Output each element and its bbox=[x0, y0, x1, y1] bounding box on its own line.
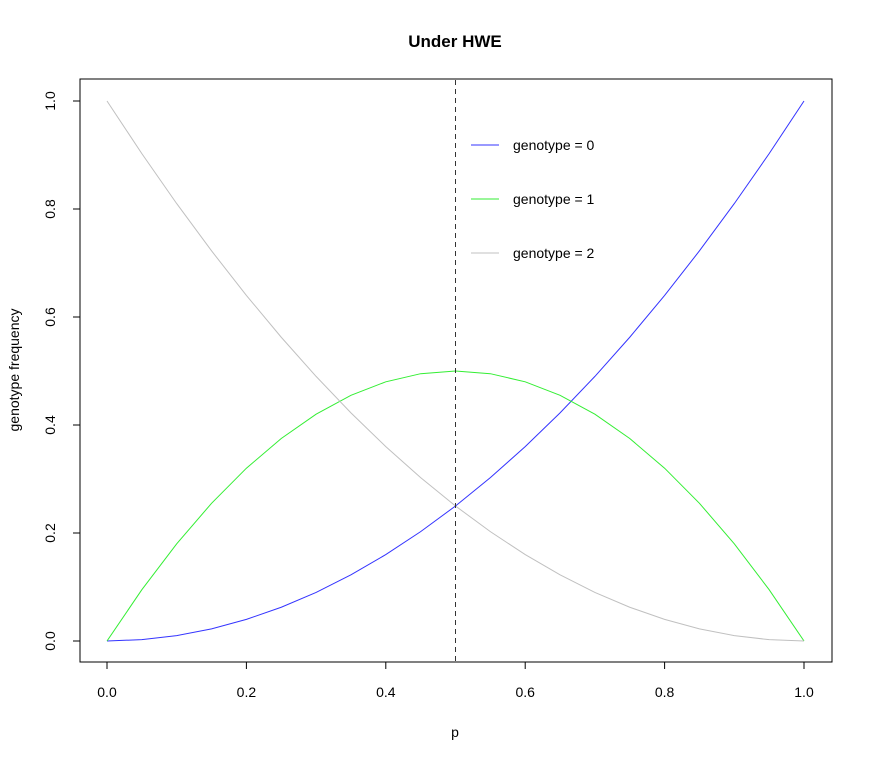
chart-title: Under HWE bbox=[408, 32, 502, 51]
y-tick-label: 0.2 bbox=[42, 523, 58, 543]
x-axis-title: p bbox=[451, 724, 459, 740]
legend-label: genotype = 2 bbox=[513, 245, 595, 261]
legend-label: genotype = 0 bbox=[513, 137, 595, 153]
x-axis: 0.0 0.2 0.4 0.6 0.8 1.0 bbox=[97, 661, 814, 700]
y-axis: 0.0 0.2 0.4 0.6 0.8 1.0 bbox=[42, 91, 81, 651]
x-tick-label: 0.8 bbox=[655, 684, 675, 700]
y-tick-label: 0.6 bbox=[42, 307, 58, 327]
y-tick-label: 1.0 bbox=[42, 91, 58, 111]
y-axis-title: genotype frequency bbox=[6, 309, 22, 432]
legend: genotype = 0 genotype = 1 genotype = 2 bbox=[471, 137, 595, 261]
y-tick-label: 0.4 bbox=[42, 415, 58, 435]
x-tick-label: 1.0 bbox=[794, 684, 814, 700]
plot-lines bbox=[106, 80, 805, 661]
y-tick-label: 0.0 bbox=[42, 631, 58, 651]
x-tick-label: 0.0 bbox=[97, 684, 117, 700]
x-tick-label: 0.6 bbox=[515, 684, 535, 700]
legend-label: genotype = 1 bbox=[513, 191, 595, 207]
x-tick-label: 0.4 bbox=[376, 684, 396, 700]
x-tick-label: 0.2 bbox=[237, 684, 257, 700]
y-tick-label: 0.8 bbox=[42, 199, 58, 219]
